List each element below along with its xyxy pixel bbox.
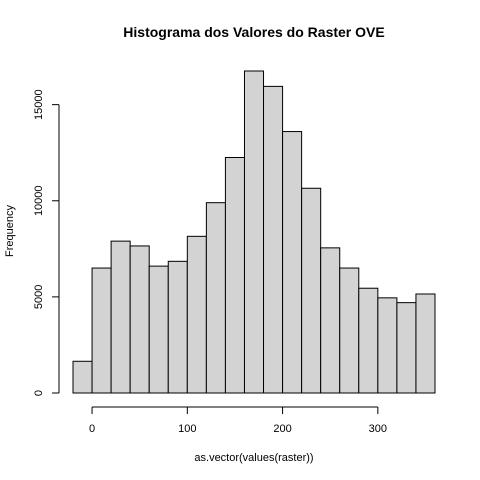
- histogram-bar: [186, 235, 207, 394]
- x-axis-label: as.vector(values(raster)): [194, 452, 313, 464]
- y-axis: 0 5000 10000 15000: [33, 89, 60, 396]
- x-tick-label: 200: [273, 423, 291, 435]
- histogram-bar: [339, 267, 360, 394]
- histogram-bar: [129, 245, 150, 394]
- histogram-bar: [263, 85, 284, 394]
- y-tick-label: 5000: [33, 285, 45, 309]
- histogram-bar: [205, 202, 226, 394]
- y-tick-label: 10000: [33, 185, 45, 216]
- x-tick-label: 0: [89, 423, 95, 435]
- histogram-bar: [396, 302, 417, 394]
- histogram-bar: [415, 293, 436, 394]
- histogram-bar: [110, 240, 131, 394]
- histogram-bar: [282, 131, 303, 394]
- y-axis-label: Frequency: [4, 205, 16, 257]
- histogram-bar: [301, 187, 322, 394]
- histogram-bars: [72, 70, 436, 394]
- histogram-bar: [243, 70, 265, 394]
- histogram-bar: [167, 260, 188, 394]
- histogram-bar: [72, 360, 93, 394]
- chart-title: Histograma dos Valores do Raster OVE: [123, 24, 384, 40]
- x-axis: 0 100 200 300: [89, 406, 387, 435]
- histogram-bar: [377, 297, 398, 394]
- x-tick-label: 100: [178, 423, 196, 435]
- histogram-bar: [320, 247, 341, 394]
- histogram-bar: [91, 267, 112, 394]
- histogram-bar: [148, 265, 169, 394]
- y-tick-label: 15000: [33, 89, 45, 120]
- y-tick-label: 0: [33, 390, 45, 396]
- histogram-bar: [358, 287, 379, 394]
- histogram-bar: [224, 157, 245, 394]
- x-tick-label: 300: [369, 423, 387, 435]
